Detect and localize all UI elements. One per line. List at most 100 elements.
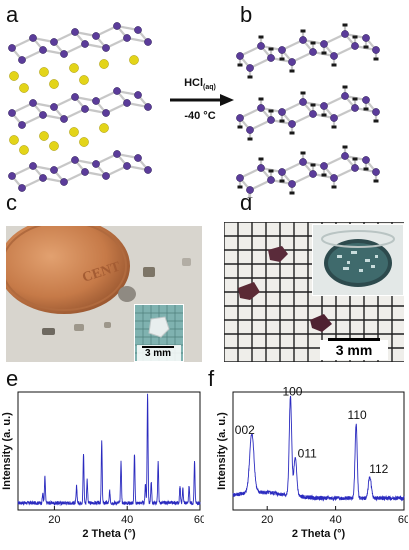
bond [63,171,86,183]
calcium-atom [79,137,89,147]
germanium-atom [288,58,296,66]
germanium-atom [299,98,307,106]
germanium-atom [246,186,254,194]
bond [323,155,346,167]
x-tick-label: 60 [398,514,408,526]
germanium-atom [123,162,131,170]
panel-label-f: f [208,366,215,391]
germanium-atom [341,92,349,100]
germanium-atom [351,42,359,50]
reagent-text: HCl [184,77,204,89]
scale-bar-d-label: 3 mm [335,342,373,358]
reagent-subscript: (aq) [203,84,216,92]
germanium-atom [81,40,89,48]
hydrogen-atom [331,125,337,129]
hydrogen-atom [363,45,369,49]
calcium-atom [9,135,19,145]
hydrogen-atom [289,131,295,135]
xrd-trace [232,395,405,502]
hydrogen-atom [247,137,253,141]
crystal-chip [182,258,191,266]
germanium-atom [257,104,265,112]
scale-bar-c: 3 mm [138,346,178,359]
bond [11,37,34,49]
structure-b-group [236,23,380,198]
germanium-atom [113,150,121,158]
bond [21,114,44,126]
bond [249,179,272,191]
photo-cage2-crystals: CENT 3 mm [6,226,202,362]
hydrogen-atom [321,173,327,177]
hydrogen-atom [363,167,369,171]
bond [105,37,128,49]
bond [53,159,76,171]
reaction-temperature: -40 °C [184,110,216,122]
germanium-atom [320,40,328,48]
bond [11,102,34,114]
bond [53,31,76,43]
germanane-flake [238,282,260,300]
bond [53,96,76,108]
x-tick-label: 40 [121,514,133,526]
hydrogen-atom [300,91,306,95]
germanium-atom [299,158,307,166]
reaction-arrow [170,94,234,106]
germanium-atom [351,164,359,172]
germanium-atom [267,116,275,124]
photo-d-inset-vial [312,224,404,296]
germanium-atom [39,174,47,182]
hydrogen-atom [342,145,348,149]
bond [63,43,86,55]
germanium-atom [330,114,338,122]
bond [239,167,262,179]
hydrogen-atom [352,97,358,101]
calcium-atom [69,63,79,73]
germanium-atom [309,170,317,178]
peak-label-100: 100 [282,384,302,398]
inset-grid [135,305,183,361]
hydrogen-atom [310,103,316,107]
germanium-atom [144,166,152,174]
germanium-atom [123,99,131,107]
germanium-atom [341,30,349,38]
scale-bar-d-bg [320,340,388,360]
bond [291,51,314,63]
peak-label-011: 011 [298,446,317,460]
germanium-atom [278,46,286,54]
calcium-atom [99,59,109,69]
germanium-atom [18,184,26,192]
hydrogen-atom [258,97,264,101]
germanium-atom [29,99,37,107]
photo-germanane-flakes: 3 mm [224,222,404,362]
y-axis-title: Intensity (a. u.) [1,412,13,490]
germanium-atom [113,22,121,30]
calcium-atom [39,67,49,77]
calcium-atom [69,127,79,137]
germanium-atom [330,174,338,182]
germanium-atom [320,162,328,170]
penny-coin [6,226,130,314]
bond [95,153,118,165]
cage2-crystal-structure [8,22,152,192]
chart-f-group: 20 40 60 002 100 011 110 112 2 Theta (°) Intensit… [216,384,408,540]
hydrogen-atom [321,113,327,117]
bond [323,95,346,107]
hydrogen-atom [247,197,253,198]
germanium-atom [102,172,110,180]
germanane-flake [268,246,288,262]
bond [239,107,262,119]
germanium-atom [278,168,286,176]
hydrogen-atom [268,47,274,51]
germanium-atom [372,108,380,116]
germanium-atom [236,114,244,122]
panel-label-c: c [6,190,17,215]
plot-frame [17,391,201,511]
germanium-atom [372,168,380,176]
panel-label-b: b [240,2,253,27]
crystal-chip [42,328,55,335]
germanium-atom [29,34,37,42]
germanium-atom [60,178,68,186]
calcium-atom [49,79,59,89]
bond [105,102,128,114]
hydrogen-atom [268,169,274,173]
